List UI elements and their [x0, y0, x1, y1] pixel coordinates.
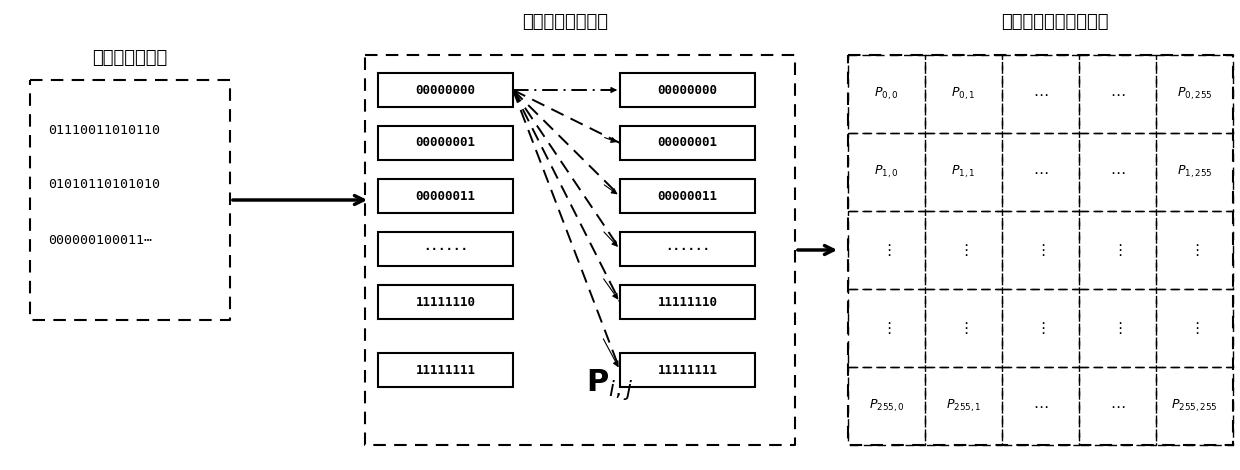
Bar	[620, 232, 755, 266]
Text: $\cdots$: $\cdots$	[1033, 399, 1048, 414]
Text: $\vdots$: $\vdots$	[1035, 320, 1045, 336]
Text: $\cdots$: $\cdots$	[1033, 86, 1048, 102]
Text: $P_{1,0}$: $P_{1,0}$	[874, 164, 899, 180]
Bar	[378, 126, 513, 160]
Text: 11111111: 11111111	[657, 363, 718, 376]
Bar	[620, 73, 755, 107]
Text: 11111110: 11111110	[657, 296, 718, 308]
Text: $\vdots$: $\vdots$	[1189, 320, 1199, 336]
Text: 00000001: 00000001	[415, 136, 475, 149]
Bar	[378, 353, 513, 387]
Bar	[378, 73, 513, 107]
Text: 11111111: 11111111	[415, 363, 475, 376]
Text: $\vdots$: $\vdots$	[1112, 320, 1122, 336]
Text: 01010110101010: 01010110101010	[48, 179, 160, 191]
Text: 11111110: 11111110	[415, 296, 475, 308]
Text: 00000000: 00000000	[657, 84, 718, 96]
Text: 计算字节转移概率: 计算字节转移概率	[522, 13, 608, 31]
Bar	[620, 179, 755, 213]
Bar	[378, 232, 513, 266]
Text: $\cdots$: $\cdots$	[1110, 399, 1125, 414]
Text: $P_{0,1}$: $P_{0,1}$	[951, 86, 976, 102]
Text: $\cdots$: $\cdots$	[1033, 164, 1048, 180]
Text: $P_{0,255}$: $P_{0,255}$	[1177, 86, 1213, 102]
Text: $P_{0,0}$: $P_{0,0}$	[874, 86, 899, 102]
Text: $\cdots$: $\cdots$	[1110, 164, 1125, 180]
Text: 00000001: 00000001	[657, 136, 718, 149]
Bar	[378, 179, 513, 213]
Text: $\vdots$: $\vdots$	[1035, 242, 1045, 258]
Bar	[620, 353, 755, 387]
Text: $P_{255,1}$: $P_{255,1}$	[946, 398, 981, 414]
Text: ······: ······	[665, 243, 711, 256]
Text: $P_{255,0}$: $P_{255,0}$	[869, 398, 904, 414]
Text: $\cdots$: $\cdots$	[1110, 86, 1125, 102]
Text: $P_{255,255}$: $P_{255,255}$	[1171, 398, 1218, 414]
Text: 二进制恶意软件: 二进制恶意软件	[92, 49, 167, 67]
Text: $\vdots$: $\vdots$	[1189, 242, 1199, 258]
Text: $\vdots$: $\vdots$	[959, 320, 968, 336]
Text: 00000000: 00000000	[415, 84, 475, 96]
Text: 马尔科夫图像像素矩阵: 马尔科夫图像像素矩阵	[1001, 13, 1109, 31]
Text: $\vdots$: $\vdots$	[882, 242, 892, 258]
Bar	[378, 285, 513, 319]
Text: $\vdots$: $\vdots$	[882, 320, 892, 336]
Text: $\vdots$: $\vdots$	[959, 242, 968, 258]
Bar	[620, 285, 755, 319]
Text: $P_{1,255}$: $P_{1,255}$	[1177, 164, 1213, 180]
Text: $\mathbf{P}_{i,j}$: $\mathbf{P}_{i,j}$	[587, 368, 634, 402]
Text: 00000011: 00000011	[657, 189, 718, 203]
Text: 00000011: 00000011	[415, 189, 475, 203]
Text: $P_{1,1}$: $P_{1,1}$	[951, 164, 976, 180]
Text: 000000100011⋯: 000000100011⋯	[48, 234, 153, 246]
Text: 01110011010110: 01110011010110	[48, 124, 160, 136]
Text: $\vdots$: $\vdots$	[1112, 242, 1122, 258]
Text: ······: ······	[423, 243, 467, 256]
Bar	[620, 126, 755, 160]
